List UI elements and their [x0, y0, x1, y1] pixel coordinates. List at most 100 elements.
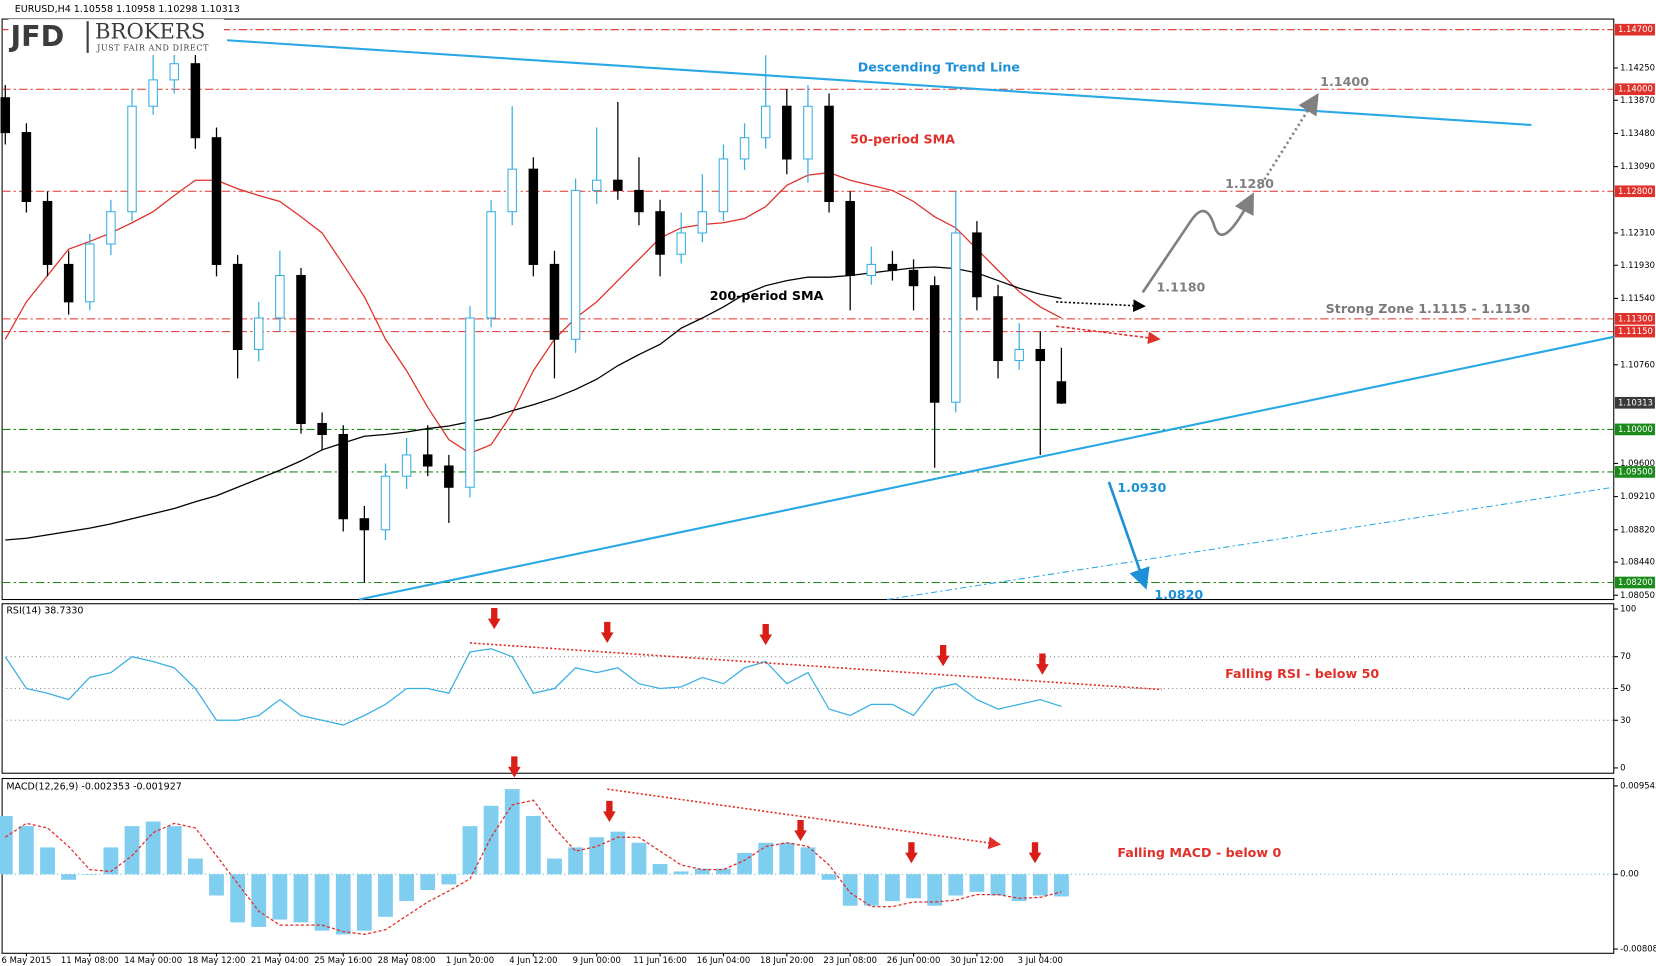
annotation: 1.0930: [1117, 480, 1166, 495]
macd-bar: [1011, 874, 1027, 902]
macd-bar: [483, 805, 499, 875]
macd-title: MACD(12,26,9) -0.002353 -0.001927: [6, 781, 181, 792]
macd-bar: [779, 842, 795, 875]
level-label: 1.12800: [1618, 186, 1653, 196]
candle-body: [866, 263, 877, 277]
series-label: 50-period SMA: [850, 131, 955, 146]
candle-body: [760, 105, 771, 139]
macd-bar: [1054, 874, 1069, 897]
rsi-title: RSI(14) 38.7330: [6, 606, 83, 617]
macd-bar: [504, 789, 520, 875]
annotation: 1.0820: [1154, 587, 1203, 602]
signal-line: [4, 799, 1062, 936]
macd-bar: [673, 871, 689, 875]
y-tick-label: 1.13480: [1620, 128, 1655, 138]
series-label: 200-period SMA: [710, 288, 824, 303]
logo-bg: [8, 19, 224, 56]
annotation: Falling MACD - below 0: [1117, 845, 1281, 860]
macd-bar: [990, 874, 1006, 896]
candle-body: [549, 263, 560, 340]
macd-bar: [420, 874, 436, 890]
annotation: Descending Trend Line: [858, 59, 1020, 74]
projection-up: [1141, 192, 1254, 294]
level-label: 1.14000: [1618, 84, 1653, 94]
x-tick-label: 9 Jun 00:00: [573, 955, 621, 965]
candle-body: [42, 200, 53, 265]
macd-bar: [166, 826, 182, 875]
macd-bar: [948, 874, 964, 896]
y-tick-label: 1.13870: [1620, 95, 1655, 105]
level-label: 1.10000: [1618, 424, 1653, 434]
macd-bar: [0, 815, 13, 875]
x-tick-label: 18 May 12:00: [188, 955, 246, 965]
projection-down: [1107, 481, 1150, 590]
macd-bar: [187, 858, 203, 875]
candle-body: [0, 97, 11, 134]
annotation: Falling RSI - below 50: [1225, 666, 1379, 681]
candle-body: [676, 232, 686, 255]
y-tick-label: 1.10760: [1620, 359, 1655, 369]
macd-bar: [906, 874, 921, 899]
sma-projection: [1056, 325, 1161, 345]
macd-bar: [335, 874, 351, 935]
rsi-trend: [469, 642, 1162, 691]
x-tick-label: 3 Jul 04:00: [1018, 955, 1063, 965]
y-tick-label: 1.08820: [1620, 524, 1655, 534]
macd-bar: [124, 826, 140, 875]
x-tick-label: 25 May 16:00: [314, 955, 372, 965]
x-tick-label: 23 Jun 08:00: [823, 955, 877, 965]
macd-bar: [40, 847, 55, 875]
macd-bar: [927, 874, 943, 906]
candle-body: [253, 317, 264, 351]
y-tick-label: 1.13090: [1620, 161, 1655, 171]
x-tick-label: 16 Jun 04:00: [697, 955, 751, 965]
x-tick-label: 21 May 04:00: [251, 955, 309, 965]
ascending-trend-line: [358, 335, 1614, 601]
level-label-box: [1614, 313, 1655, 325]
candle-body: [232, 263, 243, 351]
y-tick-label: 1.08050: [1620, 590, 1655, 600]
annotation: 1.1180: [1156, 280, 1205, 295]
candle-body: [929, 285, 940, 403]
macd-bar: [694, 868, 710, 875]
macd-bar: [441, 874, 457, 885]
candle-body: [697, 211, 708, 234]
macd-bar: [61, 874, 77, 880]
macd-bar: [631, 842, 647, 875]
macd-bar: [251, 874, 267, 927]
y-tick-label: 1.09600: [1620, 458, 1655, 468]
y-tick-label: 1.09210: [1620, 491, 1655, 501]
macd-bar: [863, 874, 879, 906]
candle-body: [63, 263, 74, 303]
y-tick-label: 1.08440: [1620, 557, 1655, 567]
level-label: 1.14700: [1618, 24, 1653, 34]
macd-bar: [356, 874, 372, 931]
candle-body: [739, 137, 750, 160]
macd-bar: [230, 874, 246, 923]
macd-bar: [610, 831, 626, 875]
candle-body: [570, 189, 581, 340]
candle-body: [296, 274, 306, 424]
macd-bar: [525, 815, 541, 875]
level-label: 1.11300: [1618, 313, 1653, 323]
candle-body: [444, 465, 454, 488]
y-tick-label: 1.14250: [1620, 62, 1655, 72]
level-label-box: [1614, 23, 1655, 36]
candle-body: [887, 263, 898, 271]
annotation: 1.1280: [1225, 176, 1274, 191]
candle-body: [824, 105, 834, 203]
level-label: 1.09500: [1618, 466, 1653, 476]
candle-body: [591, 179, 602, 191]
level-label-box: [1614, 423, 1655, 436]
macd-bar: [716, 868, 731, 875]
level-label-box: [1614, 466, 1655, 478]
macd-bar: [821, 874, 837, 880]
x-tick-label: 28 May 08:00: [378, 955, 436, 965]
macd-bar: [842, 874, 858, 906]
macd-bar: [547, 858, 562, 875]
candle-body: [1056, 381, 1067, 404]
x-tick-label: 30 Jun 12:00: [950, 955, 1004, 965]
macd-bar: [800, 847, 816, 875]
